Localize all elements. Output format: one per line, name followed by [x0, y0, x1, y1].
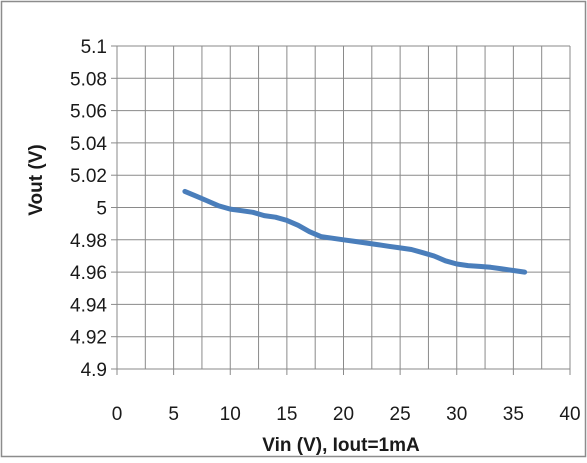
y-tick-label: 5.1 [81, 37, 107, 58]
y-tick-labels: 5.1 5.08 5.06 5.04 5.02 5 4.98 4.96 4.94 4.92 4.9 [70, 37, 107, 381]
y-tick-label: 4.98 [70, 231, 107, 252]
x-tick-label: 20 [333, 404, 354, 425]
y-tick-label: 4.92 [70, 328, 107, 349]
series-line [182, 188, 528, 275]
x-tick-label: 10 [220, 404, 241, 425]
y-tick-label: 5.06 [70, 102, 107, 123]
x-tick-label: 40 [559, 404, 580, 425]
series [182, 188, 528, 275]
y-tick-label: 5.08 [70, 69, 107, 90]
x-tick-labels: 0 5 10 15 20 25 30 35 40 [112, 404, 581, 425]
x-tick-label: 15 [276, 404, 297, 425]
y-tick-label: 4.96 [70, 263, 107, 284]
y-tick-label: 5.02 [70, 166, 107, 187]
x-tick-label: 35 [503, 404, 524, 425]
x-tick-label: 0 [112, 404, 123, 425]
y-tick-label: 4.9 [81, 360, 107, 381]
x-tick-label: 25 [390, 404, 411, 425]
x-tick-label: 5 [168, 404, 179, 425]
y-tick-label: 5.04 [70, 134, 107, 155]
y-tick-label: 5 [96, 199, 107, 220]
y-tick-label: 4.94 [70, 295, 107, 316]
grid [117, 45, 571, 369]
x-axis-label: Vin (V), Iout=1mA [262, 435, 420, 456]
y-axis-label: Vout (V) [26, 144, 47, 215]
x-tick-label: 30 [446, 404, 467, 425]
axes [111, 45, 571, 375]
